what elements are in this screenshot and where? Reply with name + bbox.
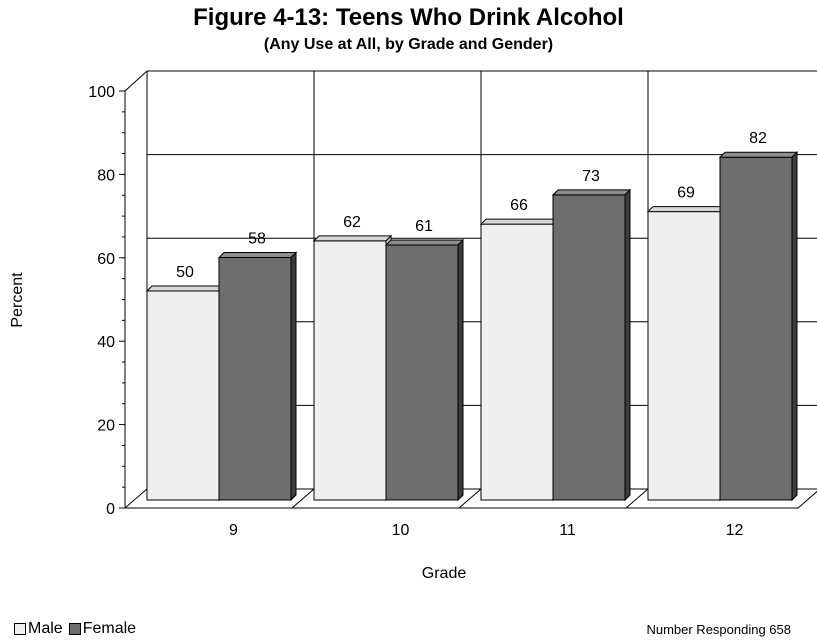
bar-top-female-12: [718, 151, 799, 158]
x-tick-label-2: 11: [559, 522, 576, 539]
y-axis-top-edge: [124, 70, 148, 92]
floor-divider-1: [291, 488, 315, 509]
bar-top-female-11: [551, 189, 632, 196]
legend-label-male: Male: [28, 620, 63, 637]
data-label-male-10: 62: [343, 214, 361, 231]
bar-side-female-10: [457, 238, 464, 502]
bar-top-female-10: [384, 239, 465, 246]
legend-item-female: Female: [68, 620, 137, 638]
data-label-female-11: 73: [582, 168, 600, 185]
data-label-male-11: 66: [510, 197, 528, 214]
bar-female-9: [218, 257, 292, 501]
bar-side-female-9: [290, 251, 297, 502]
y-tick-label-1: 20: [97, 418, 115, 435]
x-axis-label: Grade: [422, 565, 467, 582]
legend-swatch-male: [14, 623, 26, 635]
bar-top-male-11: [479, 218, 560, 225]
bar-male-10: [313, 240, 387, 501]
y-tick-label-3: 60: [97, 251, 115, 268]
bar-male-9: [146, 290, 220, 501]
y-tick-label-0: 0: [106, 501, 115, 518]
data-label-male-9: 50: [176, 264, 194, 281]
bar-female-12: [719, 156, 793, 501]
x-tick-label-0: 9: [229, 522, 238, 539]
bar-top-male-10: [312, 235, 393, 242]
bar-top-male-9: [145, 285, 226, 292]
data-label-female-9: 58: [248, 231, 266, 248]
chart-title: Figure 4-13: Teens Who Drink Alcohol: [193, 4, 624, 31]
bar-male-11: [480, 223, 554, 501]
bar-chart: 0 20 40 60 80 100 Grade Percent 9 50 58 10 62 61 11 66 7…: [9, 70, 817, 582]
floor-divider-2: [458, 488, 482, 509]
y-axis-label: Percent: [9, 272, 26, 328]
y-tick-label-4: 80: [97, 167, 115, 184]
data-label-female-10: 61: [415, 218, 433, 235]
y-tick-label-2: 40: [97, 334, 115, 351]
data-label-male-12: 69: [677, 185, 695, 202]
bar-top-female-9: [217, 252, 298, 259]
legend-swatch-female: [68, 623, 81, 635]
bar-female-11: [552, 194, 626, 501]
bar-top-male-12: [646, 206, 727, 213]
x-tick-label-3: 12: [726, 522, 744, 539]
legend-item-male: Male: [14, 620, 63, 638]
x-tick-label-1: 10: [392, 522, 410, 539]
legend: Male Female: [14, 620, 142, 638]
bar-side-female-12: [791, 151, 798, 502]
data-label-female-12: 82: [749, 130, 767, 147]
bar-side-female-11: [624, 188, 631, 502]
y-tick-label-5: 100: [88, 84, 115, 101]
number-responding-note: Number Responding 658: [646, 622, 791, 637]
bar-female-10: [385, 244, 459, 501]
legend-label-female: Female: [82, 620, 137, 637]
bar-male-12: [647, 211, 721, 501]
chart-subtitle: (Any Use at All, by Grade and Gender): [263, 36, 554, 53]
floor-divider-3: [625, 488, 649, 509]
